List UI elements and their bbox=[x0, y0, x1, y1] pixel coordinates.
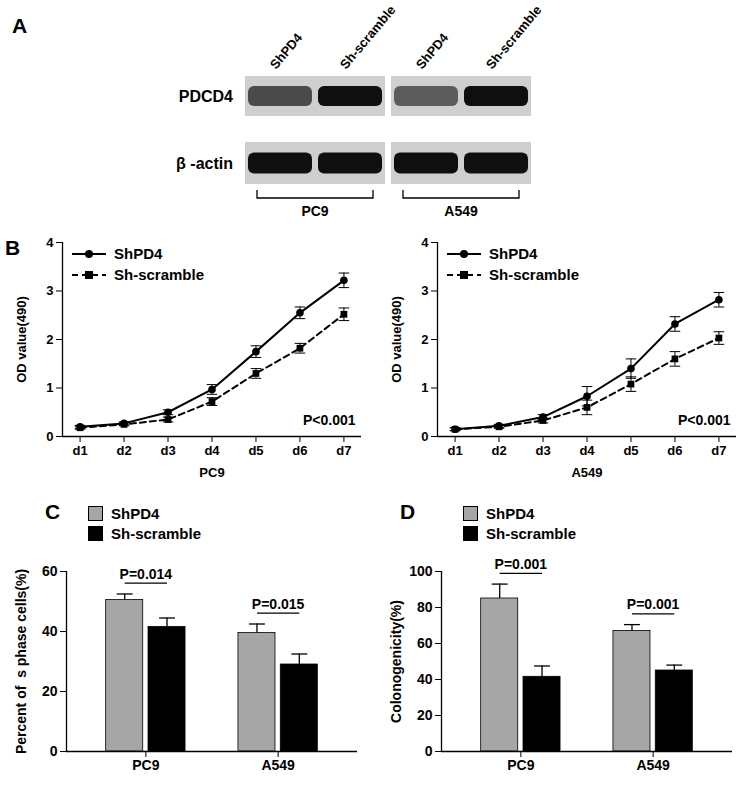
svg-text:d1: d1 bbox=[448, 443, 463, 458]
svg-text:2: 2 bbox=[421, 332, 428, 347]
svg-text:20: 20 bbox=[417, 707, 433, 723]
svg-text:P<0.001: P<0.001 bbox=[303, 412, 356, 428]
html-text:D: D bbox=[400, 500, 416, 523]
svg-text:d2: d2 bbox=[116, 443, 131, 458]
svg-text:60: 60 bbox=[417, 635, 433, 651]
svg-text:PC9: PC9 bbox=[301, 203, 328, 219]
svg-text:20: 20 bbox=[42, 683, 58, 699]
svg-text:Percent of s phase cells(%): Percent of s phase cells(%) bbox=[13, 569, 29, 754]
svg-text:d5: d5 bbox=[623, 443, 638, 458]
svg-text:P=0.001: P=0.001 bbox=[495, 556, 548, 572]
svg-text:d6: d6 bbox=[667, 443, 682, 458]
svg-text:1: 1 bbox=[421, 380, 428, 395]
svg-text:4: 4 bbox=[46, 235, 54, 250]
svg-text:PC9: PC9 bbox=[199, 465, 224, 480]
svg-text:d4: d4 bbox=[579, 443, 595, 458]
svg-text:3: 3 bbox=[46, 283, 53, 298]
svg-text:OD value(490): OD value(490) bbox=[389, 296, 404, 383]
svg-text:0: 0 bbox=[421, 429, 428, 444]
html-text:Sh-scramble: Sh-scramble bbox=[111, 524, 201, 542]
svg-text:β -actin: β -actin bbox=[176, 155, 233, 172]
svg-text:d1: d1 bbox=[73, 443, 88, 458]
svg-text:80: 80 bbox=[417, 599, 433, 615]
svg-text:d3: d3 bbox=[160, 443, 175, 458]
svg-text:0: 0 bbox=[425, 743, 433, 759]
svg-text:ShPD4: ShPD4 bbox=[267, 30, 306, 72]
svg-text:PDCD4: PDCD4 bbox=[179, 88, 233, 105]
svg-text:40: 40 bbox=[42, 623, 58, 639]
svg-text:ShPD4: ShPD4 bbox=[413, 30, 452, 72]
svg-text:Sh-scramble: Sh-scramble bbox=[337, 2, 399, 71]
svg-text:ShPD4: ShPD4 bbox=[114, 245, 163, 262]
svg-text:PC9: PC9 bbox=[132, 757, 159, 773]
svg-text:ShPD4: ShPD4 bbox=[489, 245, 538, 262]
svg-text:Sh-scramble: Sh-scramble bbox=[483, 2, 545, 71]
html-text:Sh-scramble: Sh-scramble bbox=[486, 524, 576, 542]
svg-text:d6: d6 bbox=[292, 443, 307, 458]
svg-text:Colonogenicity(%): Colonogenicity(%) bbox=[388, 600, 404, 723]
html-text:ShPD4: ShPD4 bbox=[486, 504, 535, 522]
svg-text:Sh-scramble: Sh-scramble bbox=[489, 266, 579, 283]
svg-text:A549: A549 bbox=[636, 757, 670, 773]
svg-text:P<0.001: P<0.001 bbox=[678, 412, 731, 428]
svg-text:d5: d5 bbox=[248, 443, 263, 458]
svg-text:A549: A549 bbox=[571, 465, 602, 480]
svg-text:d4: d4 bbox=[204, 443, 220, 458]
svg-text:A549: A549 bbox=[444, 203, 478, 219]
svg-text:0: 0 bbox=[46, 429, 53, 444]
svg-text:d7: d7 bbox=[336, 443, 351, 458]
html-text:B: B bbox=[5, 236, 21, 259]
svg-text:60: 60 bbox=[42, 563, 58, 579]
html-text:A: A bbox=[12, 14, 28, 37]
svg-text:d7: d7 bbox=[711, 443, 726, 458]
svg-text:4: 4 bbox=[421, 235, 429, 250]
svg-text:1: 1 bbox=[46, 380, 53, 395]
svg-text:PC9: PC9 bbox=[507, 757, 534, 773]
svg-text:100: 100 bbox=[409, 563, 433, 579]
svg-text:0: 0 bbox=[50, 743, 58, 759]
svg-text:d3: d3 bbox=[535, 443, 550, 458]
svg-text:A549: A549 bbox=[261, 757, 295, 773]
html-text:ShPD4: ShPD4 bbox=[111, 504, 160, 522]
svg-text:P=0.014: P=0.014 bbox=[120, 566, 173, 582]
svg-text:Sh-scramble: Sh-scramble bbox=[114, 266, 204, 283]
svg-text:P=0.015: P=0.015 bbox=[252, 596, 305, 612]
svg-text:3: 3 bbox=[421, 283, 428, 298]
svg-text:40: 40 bbox=[417, 671, 433, 687]
svg-text:OD value(490): OD value(490) bbox=[14, 296, 29, 383]
svg-text:P=0.001: P=0.001 bbox=[627, 596, 680, 612]
svg-text:2: 2 bbox=[46, 332, 53, 347]
svg-text:d2: d2 bbox=[491, 443, 506, 458]
html-text:C: C bbox=[45, 500, 61, 523]
